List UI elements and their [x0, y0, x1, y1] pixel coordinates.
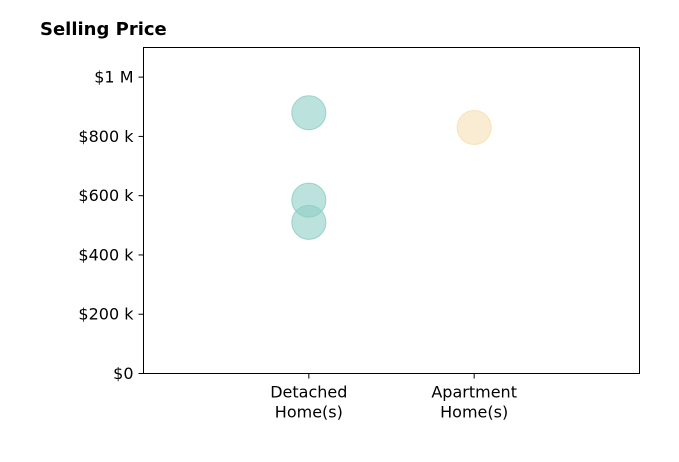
- data-point: [456, 110, 492, 146]
- y-axis: $0 $200 k $400 k $600 k $800 k $1 M: [78, 68, 144, 383]
- y-tick-label: $200 k: [78, 305, 134, 324]
- x-tick-label: Home(s): [275, 403, 343, 422]
- y-tick-label: $1 M: [94, 68, 133, 87]
- x-tick-label: Home(s): [440, 403, 508, 422]
- data-points: [291, 95, 492, 240]
- chart-title: Selling Price: [40, 19, 167, 40]
- x-tick-label: Apartment: [431, 383, 517, 402]
- y-tick-label: $800 k: [78, 127, 134, 146]
- y-tick-label: $600 k: [78, 186, 134, 205]
- data-point: [291, 204, 327, 240]
- plot-frame: [143, 47, 640, 374]
- y-tick-label: $400 k: [78, 245, 134, 264]
- x-tick-label: Detached: [270, 383, 347, 402]
- data-point: [291, 95, 327, 131]
- y-tick-label: $0: [113, 364, 133, 383]
